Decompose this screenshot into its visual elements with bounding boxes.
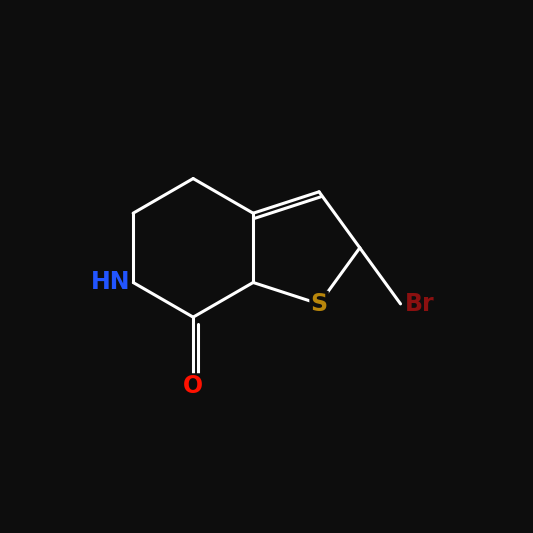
Text: HN: HN (91, 270, 131, 295)
Text: O: O (183, 374, 203, 399)
Text: Br: Br (405, 292, 434, 316)
Text: S: S (311, 292, 328, 316)
